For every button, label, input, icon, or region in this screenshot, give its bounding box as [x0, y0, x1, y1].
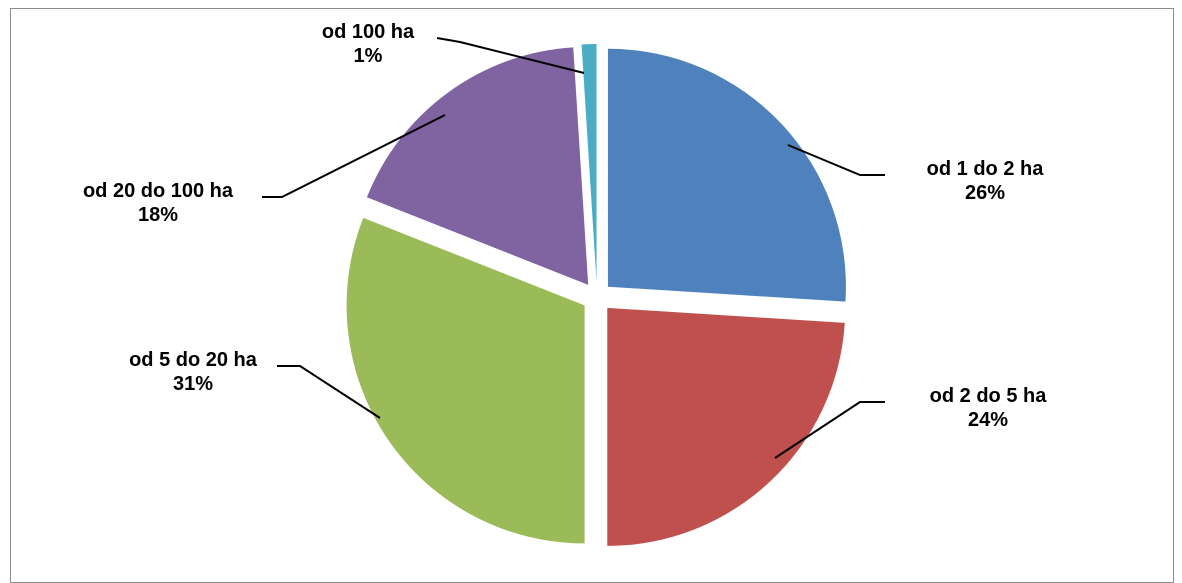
- leader-line-od-1-do-2-ha: [787, 144, 885, 176]
- pie-slice-od-5-do-20-ha: [346, 217, 585, 544]
- slice-percent-label: 18%: [138, 204, 178, 226]
- pie-slice-od-1-do-2-ha: [607, 48, 846, 302]
- slice-name-label: od 20 do 100 ha: [83, 180, 234, 202]
- leader-line-od-2-do-5-ha: [774, 401, 885, 459]
- leader-lines: [262, 37, 885, 459]
- slice-percent-label: 26%: [965, 182, 1005, 204]
- leader-line-od-5-do-20-ha: [277, 365, 381, 419]
- slice-name-label: od 100 ha: [322, 21, 415, 43]
- pie-slice-od-20-do-100-ha: [366, 47, 589, 285]
- slice-name-label: od 2 do 5 ha: [930, 385, 1048, 407]
- leader-line-od-20-do-100-ha: [262, 114, 446, 198]
- slice-percent-label: 1%: [354, 45, 383, 67]
- leader-line-od-100-ha: [436, 37, 585, 74]
- pie-slices: [346, 44, 846, 546]
- slice-percent-label: 31%: [173, 373, 213, 395]
- pie-slice-od-100-ha: [581, 44, 597, 283]
- pie-slice-od-2-do-5-ha: [607, 307, 845, 546]
- slice-percent-label: 24%: [968, 409, 1008, 431]
- slice-name-label: od 1 do 2 ha: [927, 158, 1045, 180]
- slice-name-label: od 5 do 20 ha: [129, 349, 258, 371]
